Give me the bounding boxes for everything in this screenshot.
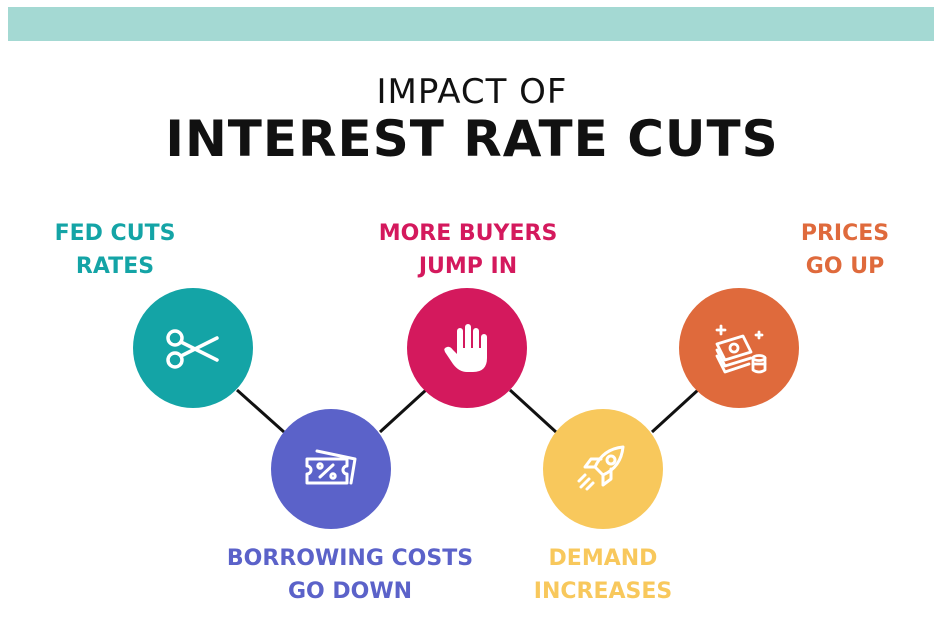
step-1-label: FED CUTS RATES [45, 217, 185, 283]
step-1-label-line-1: FED CUTS [54, 221, 176, 246]
top-color-band [8, 7, 934, 41]
scissors-icon [166, 329, 219, 369]
connector-1-2 [236, 388, 285, 434]
step-4-label-line-1: DEMAND [548, 546, 658, 571]
step-3-label-line-1: MORE BUYERS [378, 221, 558, 246]
step-2-circle [271, 409, 391, 529]
raised-hand-icon [444, 324, 487, 372]
step-2-label: BORROWING COSTS GO DOWN [210, 542, 490, 608]
step-5-label: PRICES GO UP [780, 217, 910, 283]
step-1-label-line-2: RATES [75, 254, 155, 279]
step-3-circle [407, 288, 527, 408]
step-5-label-line-1: PRICES [800, 221, 890, 246]
step-2-label-line-2: GO DOWN [287, 579, 413, 604]
step-5-circle [679, 288, 799, 408]
step-4-circle [543, 409, 663, 529]
title-line-1: IMPACT OF [376, 72, 568, 112]
step-2-label-line-1: BORROWING COSTS [226, 546, 474, 571]
connector-2-3 [378, 388, 428, 434]
connector-3-4 [508, 388, 558, 434]
step-3-label: MORE BUYERS JUMP IN [363, 217, 573, 283]
step-1-circle [133, 288, 253, 408]
step-5-label-line-2: GO UP [805, 254, 885, 279]
money-stack-icon [715, 324, 767, 374]
rocket-icon [577, 445, 625, 491]
connector-4-5 [650, 388, 700, 434]
step-3-label-line-2: JUMP IN [418, 254, 518, 279]
title-line-2: INTEREST RATE CUTS [165, 110, 779, 168]
percent-ticket-icon [305, 449, 357, 485]
step-4-label: DEMAND INCREASES [518, 542, 688, 608]
step-4-label-line-2: INCREASES [533, 579, 673, 604]
